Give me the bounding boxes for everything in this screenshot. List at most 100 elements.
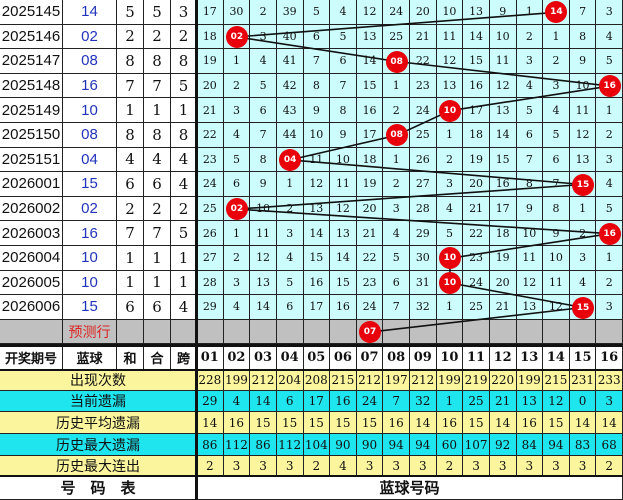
- miss-cell: 14: [356, 49, 384, 74]
- stat-label: 出现次数: [0, 370, 197, 392]
- stat-value: 94: [410, 434, 437, 457]
- miss-cell: 1: [223, 221, 251, 246]
- miss-cell: 5: [276, 270, 304, 296]
- stat-value: 3: [410, 456, 437, 477]
- row-blue: 16: [63, 73, 117, 99]
- row-hea: 8: [144, 49, 171, 74]
- miss-cell: 13: [356, 24, 384, 50]
- prediction-cell[interactable]: [410, 319, 437, 345]
- miss-cell: 5: [516, 98, 544, 123]
- row-period: 2025150: [0, 123, 63, 148]
- miss-cell: 7: [516, 147, 544, 173]
- stat-value: 15: [276, 412, 304, 435]
- miss-cell: 9: [489, 0, 517, 25]
- prediction-cell[interactable]: [516, 319, 544, 345]
- miss-cell: 8: [330, 98, 357, 123]
- miss-cell: 24: [383, 0, 410, 25]
- miss-cell: 4: [250, 49, 277, 74]
- stat-value: 84: [516, 434, 544, 457]
- column-header-number: 13: [516, 346, 544, 371]
- prediction-cell[interactable]: [596, 319, 623, 345]
- miss-cell: 1: [383, 73, 410, 99]
- stat-value: 107: [463, 434, 490, 457]
- miss-cell: 20: [463, 172, 490, 197]
- prediction-cell[interactable]: [569, 319, 597, 345]
- miss-cell: 12: [569, 123, 597, 148]
- stat-value: 16: [330, 391, 357, 413]
- miss-cell: 13: [489, 98, 517, 123]
- stat-value: 60: [436, 434, 464, 457]
- miss-cell: 12: [543, 295, 570, 320]
- divider: [0, 369, 623, 372]
- miss-cell: 22: [410, 49, 437, 74]
- column-header-number: 12: [489, 346, 517, 371]
- prediction-cell[interactable]: [383, 319, 410, 345]
- stat-value: 2: [197, 456, 224, 477]
- miss-cell: 29: [410, 221, 437, 246]
- column-header-number: 05: [303, 346, 331, 371]
- prediction-cell[interactable]: [250, 319, 277, 345]
- column-header-number: 01: [197, 346, 224, 371]
- stat-value: 15: [543, 412, 570, 435]
- miss-cell: 15: [489, 147, 517, 173]
- row-blue: 08: [63, 123, 117, 148]
- miss-cell: 2: [436, 147, 464, 173]
- stat-value: 208: [303, 370, 331, 392]
- stat-value: 92: [489, 434, 517, 457]
- stat-value: 14: [569, 412, 597, 435]
- miss-cell: 5: [543, 123, 570, 148]
- stat-value: 15: [330, 412, 357, 435]
- miss-cell: 7: [303, 49, 331, 74]
- stat-value: 17: [303, 391, 331, 413]
- miss-cell: 11: [543, 270, 570, 296]
- prediction-cell[interactable]: [197, 319, 224, 345]
- miss-cell: 18: [489, 221, 517, 246]
- miss-cell: 13: [569, 147, 597, 173]
- prediction-label: 预测行: [63, 319, 117, 345]
- row-blue: 16: [63, 221, 117, 246]
- row-kua: 4: [171, 172, 197, 197]
- miss-cell: 16: [356, 98, 384, 123]
- prediction-cell[interactable]: [463, 319, 490, 345]
- miss-cell: 11: [489, 49, 517, 74]
- miss-cell: 1: [569, 196, 597, 222]
- prediction-cell[interactable]: [330, 319, 357, 345]
- stat-value: 94: [383, 434, 410, 457]
- stat-value: 4: [223, 391, 251, 413]
- miss-cell: 4: [383, 221, 410, 246]
- miss-cell: 24: [410, 98, 437, 123]
- miss-cell: 8: [250, 147, 277, 173]
- stat-value: 2: [436, 456, 464, 477]
- row-kua: 5: [171, 221, 197, 246]
- miss-cell: 14: [463, 24, 490, 50]
- miss-cell: 32: [410, 295, 437, 320]
- row-blue: 08: [63, 49, 117, 74]
- miss-cell: 10: [436, 0, 464, 25]
- prediction-cell[interactable]: [436, 319, 464, 345]
- prediction-cell[interactable]: [489, 319, 517, 345]
- miss-cell: 12: [516, 270, 544, 296]
- stat-value: 90: [356, 434, 384, 457]
- prediction-cell[interactable]: [543, 319, 570, 345]
- row-he: 1: [117, 270, 144, 296]
- miss-cell: 10: [330, 147, 357, 173]
- stat-value: 112: [223, 434, 251, 457]
- stat-value: 29: [197, 391, 224, 413]
- miss-cell: 11: [516, 246, 544, 271]
- row-hea: 5: [144, 0, 171, 25]
- row-kua: 4: [171, 295, 197, 320]
- miss-cell: 19: [489, 246, 517, 271]
- prediction-cell[interactable]: [303, 319, 331, 345]
- blue-ball-marker: 15: [572, 296, 595, 319]
- row-he: 1: [117, 246, 144, 271]
- miss-cell: 30: [410, 246, 437, 271]
- row-hea: 8: [144, 123, 171, 148]
- row-he: 5: [117, 0, 144, 25]
- miss-cell: 6: [223, 172, 251, 197]
- stat-value: 12: [543, 391, 570, 413]
- prediction-cell[interactable]: [276, 319, 304, 345]
- stat-value: 16: [383, 412, 410, 435]
- miss-cell: 10: [303, 123, 331, 148]
- miss-cell: 26: [197, 221, 224, 246]
- prediction-cell[interactable]: [223, 319, 251, 345]
